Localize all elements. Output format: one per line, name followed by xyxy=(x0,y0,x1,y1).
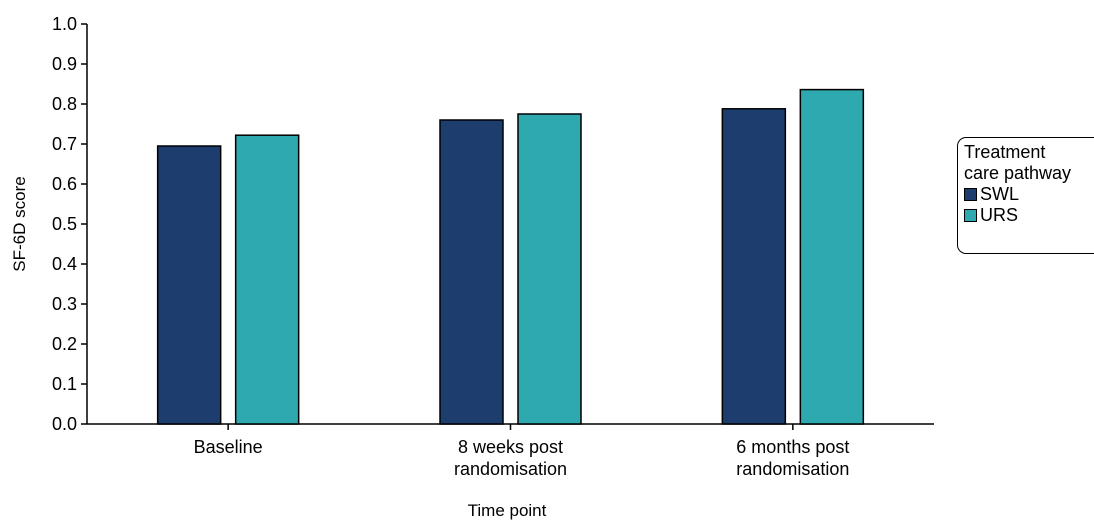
y-axis-title: SF-6D score xyxy=(10,176,29,271)
bars xyxy=(156,88,865,425)
bar-urs xyxy=(799,88,865,425)
legend-item-urs: URS xyxy=(964,205,1094,226)
y-axis: 0.0 0.1 0.2 0.3 0.4 0.5 0.6 0.7 0.8 0.9 1.0 xyxy=(52,14,88,434)
y-tick-label: 0.7 xyxy=(52,134,77,154)
bar-swl xyxy=(721,108,787,425)
legend-swatch-swl xyxy=(964,188,977,201)
y-tick-label: 0.6 xyxy=(52,174,77,194)
y-tick-label: 0.8 xyxy=(52,94,77,114)
legend-swatch-urs xyxy=(964,209,977,222)
y-tick-label: 0.3 xyxy=(52,294,77,314)
legend-label-urs: URS xyxy=(980,205,1019,225)
y-tick-label: 1.0 xyxy=(52,14,77,34)
x-axis-title: Time point xyxy=(468,501,547,520)
bar-swl xyxy=(156,145,222,425)
legend-item-swl: SWL xyxy=(964,184,1094,205)
y-tick-label: 0.5 xyxy=(52,214,77,234)
y-tick-label: 0.2 xyxy=(52,334,77,354)
x-tick-label: Baseline xyxy=(194,437,263,457)
legend-title-line-1: Treatment xyxy=(964,142,1046,162)
x-axis: Baseline 8 weeks post randomisation 6 month… xyxy=(87,423,934,479)
x-tick-label: 8 weeks post randomisation xyxy=(454,437,567,479)
y-tick-label: 0.1 xyxy=(52,374,77,394)
legend: Treatment care pathway SWL URS xyxy=(957,137,1094,254)
bar-urs xyxy=(234,134,300,425)
legend-title-line-2: care pathway xyxy=(964,163,1072,183)
bar-urs xyxy=(517,113,582,425)
y-tick-label: 0.9 xyxy=(52,54,77,74)
x-tick-label: 6 months post randomisation xyxy=(736,437,849,479)
legend-label-swl: SWL xyxy=(980,184,1020,204)
y-tick-label: 0.4 xyxy=(52,254,77,274)
y-tick-label: 0.0 xyxy=(52,414,77,434)
bar-swl xyxy=(439,119,504,425)
